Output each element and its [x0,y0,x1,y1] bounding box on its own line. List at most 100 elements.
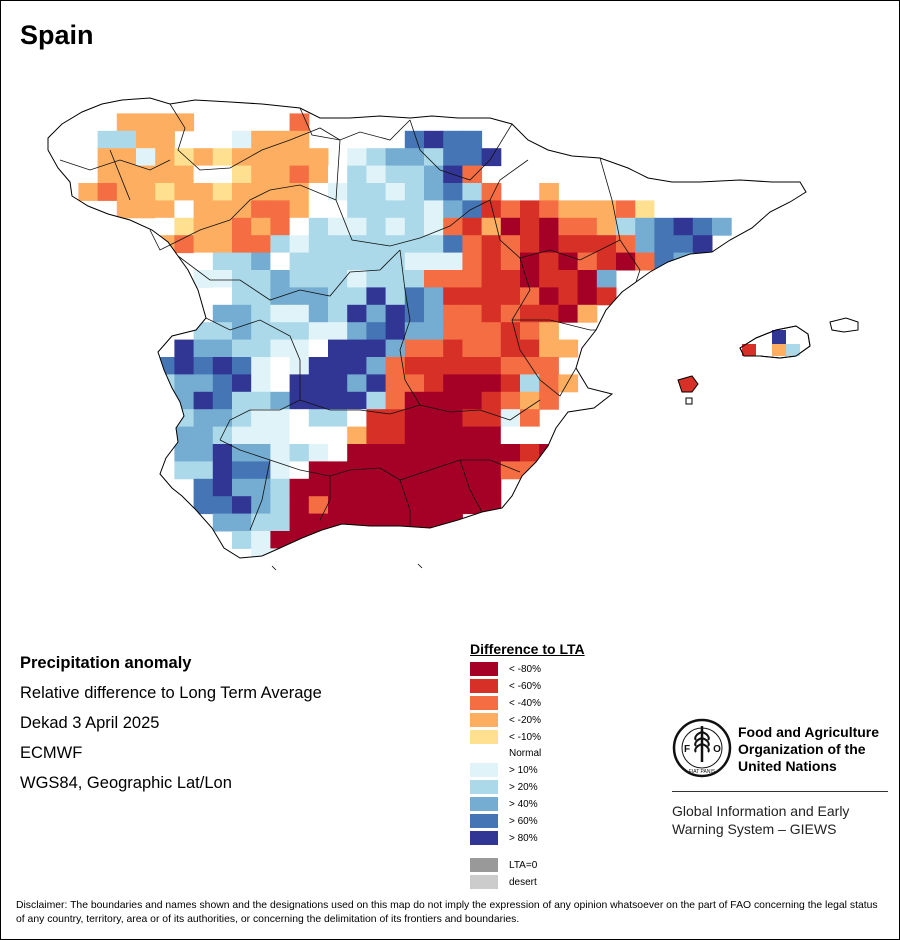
grid-cell [616,217,636,236]
grid-cell [366,391,387,410]
grid-cell [251,200,271,219]
grid-cell [193,217,214,236]
grid-cell [155,217,175,236]
grid-cell [270,270,291,288]
grid-cell [385,496,406,515]
grid-cell [462,478,483,497]
grid-cell [385,548,406,558]
grid-cell [328,322,348,341]
svg-text:O: O [713,744,721,755]
grid-cell [347,252,367,271]
grid-cell [232,496,252,515]
grid-cell [328,374,348,393]
grid-cell [424,252,444,271]
grid-cell [500,444,521,462]
grid-cell [155,374,175,393]
grid-cell [539,339,559,358]
legend-swatch [470,746,498,760]
grid-cell [539,200,559,219]
grid-cell [404,461,425,480]
grid-cell [347,235,367,254]
grid-cell [443,304,463,323]
grid-cell [462,183,483,201]
organization-name: Food and Agriculture Organization of the… [738,724,879,775]
grid-cell [673,200,694,219]
grid-cell [232,478,252,497]
grid-cell [424,496,444,515]
grid-cell [366,304,387,323]
grid-cell [385,200,406,219]
grid-cell [232,357,252,375]
grid-cell [462,270,483,288]
grid-cell [347,513,367,532]
grid-cell [270,304,291,323]
grid-cell [289,322,310,341]
grid-cell [347,374,367,393]
legend-item: > 60% [470,814,538,828]
grid-cell [174,165,195,184]
grid-cell [692,235,713,254]
grid-cell [251,287,271,306]
grid-cell [136,148,156,167]
grid-cell [347,287,367,306]
grid-cell [596,252,617,271]
map-info: Precipitation anomaly Relative differenc… [20,648,322,798]
grid-cell [462,217,483,236]
grid-cell [404,357,425,375]
grid-cell [558,217,579,236]
grid-cell [404,200,425,219]
legend-label: < -80% [509,663,541,675]
legend-label: desert [509,876,537,888]
grid-cell [596,217,617,236]
grid-cell [424,461,444,480]
grid-cell [251,548,271,558]
legend-swatch [470,696,498,710]
grid-cell [289,217,310,236]
territory-ceuta-melilla [271,563,423,571]
grid-cell [347,409,367,428]
grid-cell [347,165,367,184]
grid-cell [366,461,387,480]
grid-cell [174,113,195,132]
grid-cell [212,461,233,480]
grid-cell [251,513,271,532]
grid-cell [539,304,559,323]
grid-cell [539,322,559,341]
grid-cell [308,235,329,254]
grid-cell [289,148,310,167]
grid-cell [424,339,444,358]
grid-cell [616,252,636,271]
grid-cell [500,304,521,323]
grid-cell [366,513,387,532]
grid-cell [404,130,425,149]
grid-cell [404,409,425,428]
grid-cell [270,531,291,549]
grid-cell [462,461,483,480]
grid-cell [462,357,483,375]
grid-cell [443,130,463,149]
grid-cell [481,287,502,306]
grid-cell [270,426,291,445]
grid-cell [328,183,348,201]
grid-cell [136,113,156,132]
grid-cell [270,148,291,167]
grid-cell [251,322,271,341]
grid-cell [193,235,214,254]
grid-cell [520,357,540,375]
grid-cell [289,357,310,375]
grid-cell [520,235,540,254]
grid-cell [366,148,387,167]
legend-swatch [470,780,498,794]
grid-cell [347,148,367,167]
grid-cell [251,444,271,462]
grid-cell [174,426,195,445]
grid-cell [366,270,387,288]
grid-cell [174,357,195,375]
grid-cell [193,165,214,184]
grid-cell [347,548,367,558]
grid-cell [347,461,367,480]
grid-cell [97,148,118,167]
grid-cell [232,426,252,445]
grid-cell [136,130,156,149]
grid-cell [424,478,444,497]
